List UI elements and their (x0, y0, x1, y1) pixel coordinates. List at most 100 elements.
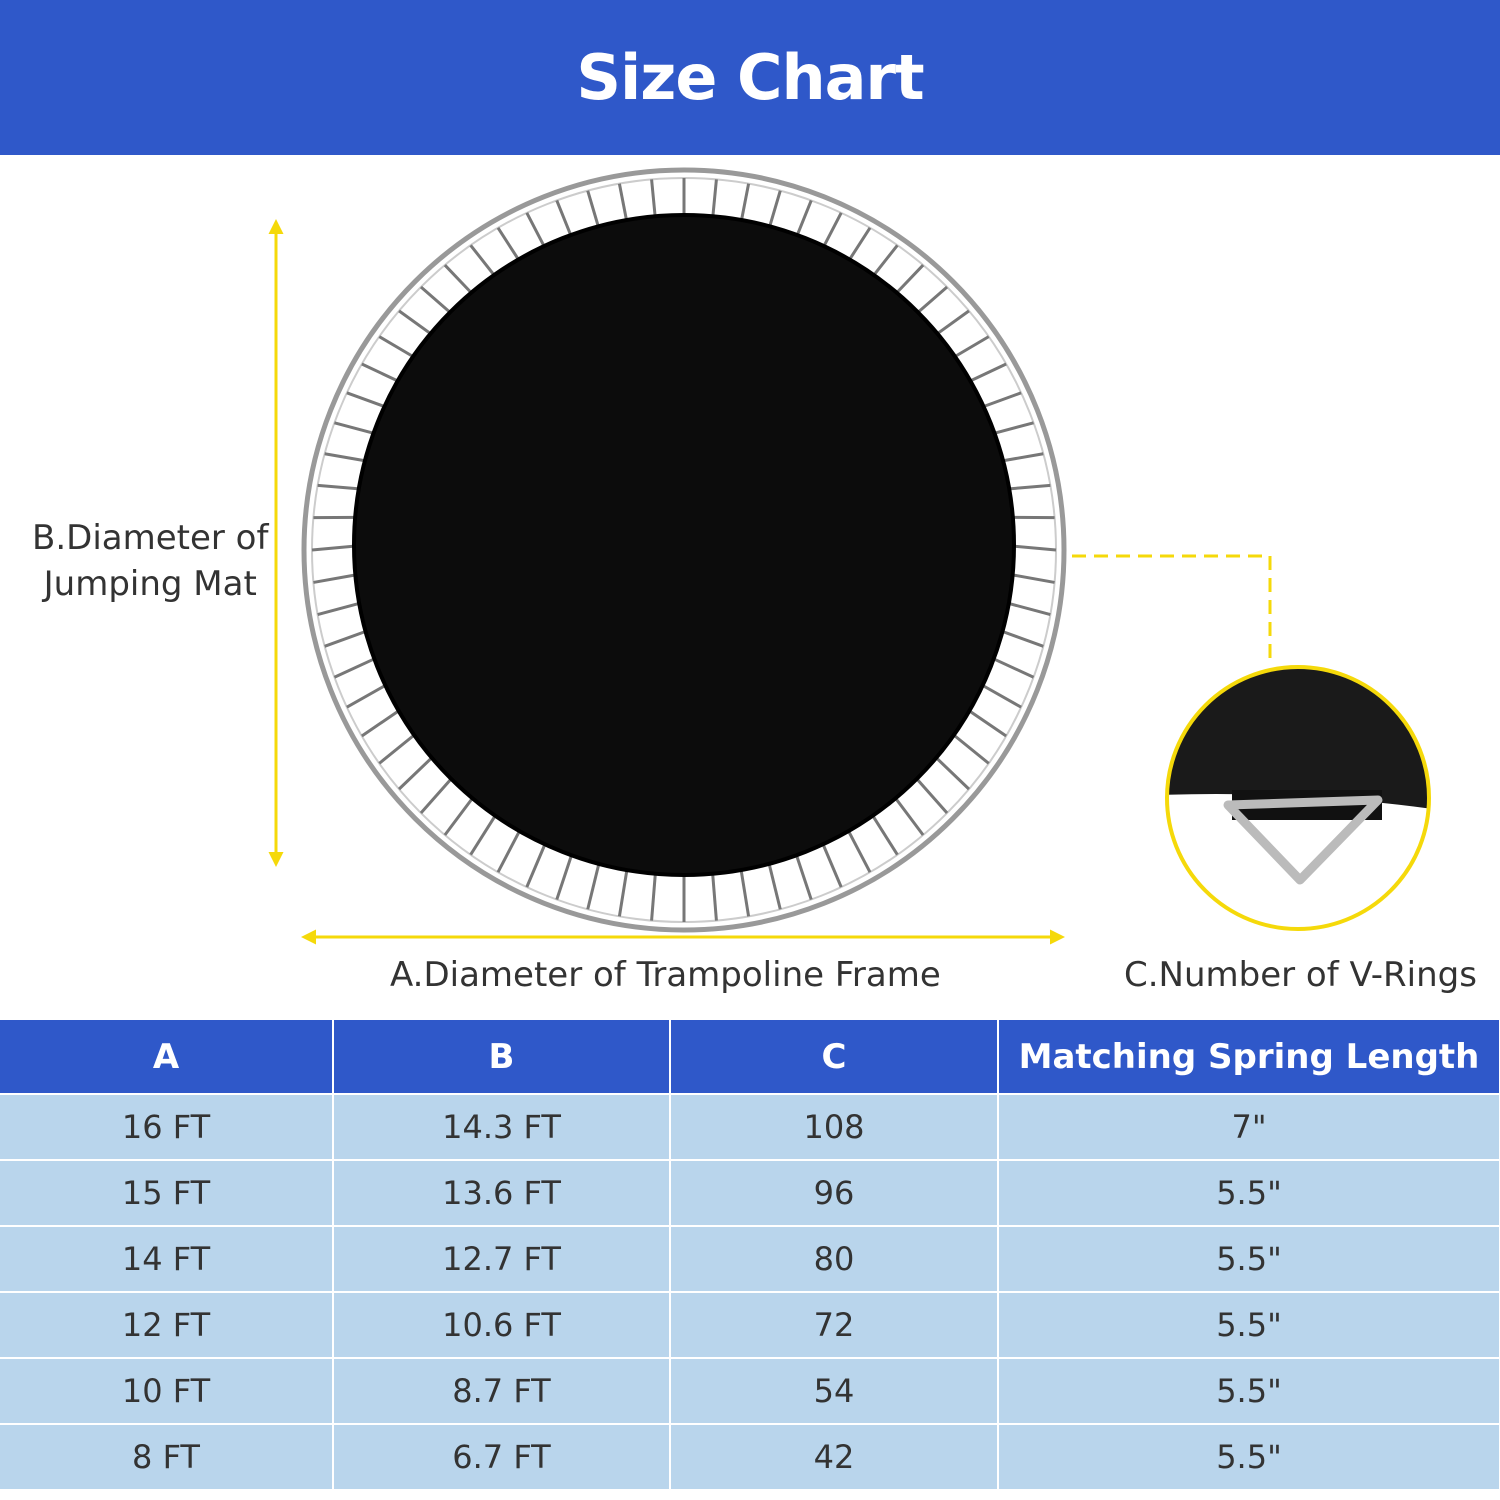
spring (951, 732, 990, 765)
jumping-mat (352, 213, 1016, 877)
table-cell: 10 FT (0, 1357, 334, 1424)
spring (914, 776, 949, 815)
table-cell: 12 FT (0, 1291, 334, 1358)
spring (1006, 483, 1051, 491)
header-spring-length: Matching Spring Length (998, 1020, 1500, 1094)
spring (991, 421, 1034, 436)
spring (525, 212, 547, 250)
spring (333, 656, 377, 679)
table-cell: 16 FT (0, 1093, 334, 1160)
table-cell: 42 (670, 1423, 999, 1489)
spring (821, 842, 843, 888)
spring (324, 629, 368, 648)
table-row: 14 FT 12.7 FT 80 5.5" (0, 1225, 1500, 1292)
table-cell: 14 FT (0, 1225, 334, 1292)
spring (980, 391, 1022, 409)
spring (711, 179, 718, 220)
v-ring-callout-line (1072, 554, 1272, 665)
spring (893, 796, 925, 836)
spring (767, 190, 782, 230)
spring (496, 227, 522, 263)
header-a: A (0, 1020, 334, 1094)
spring (870, 244, 899, 279)
header-banner: Size Chart (0, 0, 1500, 155)
table-row: 8 FT 6.7 FT 42 5.5" (0, 1423, 1500, 1489)
b-label: B.Diameter of Jumping Mat (32, 515, 268, 607)
spring (617, 183, 629, 224)
spring (443, 263, 475, 296)
spring (469, 813, 498, 856)
spring (893, 263, 925, 296)
spring (496, 829, 522, 873)
table-row: 15 FT 13.6 FT 96 5.5" (0, 1159, 1500, 1226)
table-row: 10 FT 8.7 FT 54 5.5" (0, 1357, 1500, 1424)
spring (711, 872, 718, 921)
table-cell: 5.5" (998, 1159, 1500, 1226)
size-table: A B C Matching Spring Length 16 FT 14.3 F… (0, 1020, 1500, 1489)
spring (914, 285, 949, 316)
spring (991, 656, 1035, 679)
spring (378, 335, 417, 360)
spring (1000, 629, 1044, 648)
spring (378, 732, 417, 765)
spring (419, 776, 454, 815)
spring (397, 755, 434, 791)
spring (324, 452, 368, 463)
trampoline-diagram (268, 167, 1431, 945)
spring (650, 179, 657, 220)
spring (361, 362, 401, 384)
spring (419, 285, 454, 316)
spring (398, 309, 434, 337)
spring (317, 601, 362, 617)
table-cell: 80 (670, 1225, 999, 1292)
table-cell: 5.5" (998, 1225, 1500, 1292)
table-cell: 7" (998, 1093, 1500, 1160)
spring (555, 199, 574, 239)
table-cell: 8 FT (0, 1423, 334, 1489)
table-cell: 12.7 FT (333, 1225, 671, 1292)
table-cell: 15 FT (0, 1159, 334, 1226)
table-cell: 8.7 FT (333, 1357, 671, 1424)
header-c: C (670, 1020, 999, 1094)
springs (311, 178, 1057, 922)
page-title: Size Chart (576, 41, 924, 114)
spring (443, 796, 475, 836)
table-cell: 14.3 FT (333, 1093, 671, 1160)
header-b: B (333, 1020, 671, 1094)
spring (469, 244, 498, 279)
table-cell: 10.6 FT (333, 1291, 671, 1358)
spring (1011, 544, 1057, 552)
spring (794, 199, 813, 239)
spring (967, 708, 1008, 738)
table-row: 12 FT 10.6 FT 72 5.5" (0, 1291, 1500, 1358)
table-cell: 5.5" (998, 1357, 1500, 1424)
spring (317, 483, 362, 491)
table-cell: 96 (670, 1159, 999, 1226)
spring (360, 708, 401, 738)
b-label-line1: B.Diameter of (32, 518, 269, 558)
a-label: A.Diameter of Trampoline Frame (390, 955, 941, 995)
table-cell: 108 (670, 1093, 999, 1160)
spring (951, 335, 990, 360)
spring (767, 862, 782, 910)
v-ring-closeup (1167, 667, 1429, 929)
spring (980, 683, 1022, 709)
spring (346, 683, 388, 709)
spring (846, 829, 872, 873)
spring (555, 853, 574, 901)
b-label-line2: Jumping Mat (43, 564, 257, 604)
spring (650, 872, 657, 921)
table-row: 16 FT 14.3 FT 108 7" (0, 1093, 1500, 1160)
spring (1006, 601, 1051, 617)
spring (1000, 452, 1044, 463)
spring (617, 868, 629, 917)
spring (934, 309, 970, 337)
c-label: C.Number of V-Rings (1124, 955, 1477, 995)
table-cell: 5.5" (998, 1291, 1500, 1358)
table-cell: 6.7 FT (333, 1423, 671, 1489)
spring (586, 190, 601, 230)
spring (846, 227, 872, 263)
spring (934, 755, 971, 791)
spring (739, 183, 751, 224)
spring (525, 842, 547, 888)
